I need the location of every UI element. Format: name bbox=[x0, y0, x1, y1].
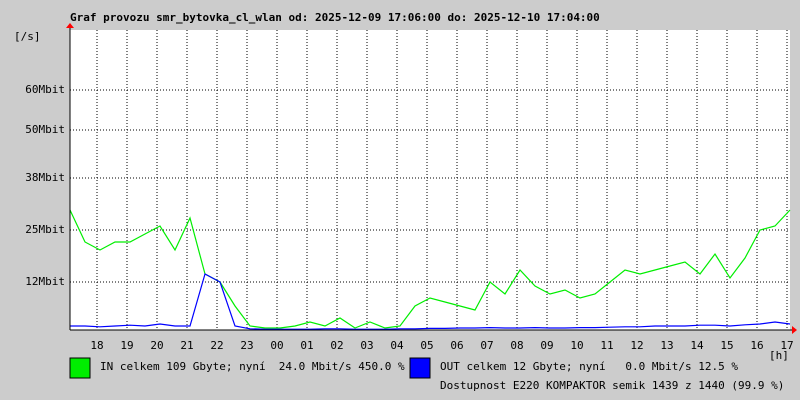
x-tick-label: 03 bbox=[360, 339, 373, 352]
x-tick-label: 12 bbox=[630, 339, 643, 352]
x-tick-label: 05 bbox=[420, 339, 433, 352]
y-tick-label: 50Mbit bbox=[25, 123, 65, 136]
x-tick-label: 11 bbox=[600, 339, 613, 352]
y-tick-label: 60Mbit bbox=[25, 83, 65, 96]
x-tick-label: 04 bbox=[390, 339, 404, 352]
legend-label: OUT celkem 12 Gbyte; nyní 0.0 Mbit/s 12.… bbox=[440, 360, 738, 373]
x-tick-label: 00 bbox=[270, 339, 283, 352]
x-tick-label: 13 bbox=[660, 339, 673, 352]
grid bbox=[70, 30, 790, 330]
x-tick-label: 17 bbox=[780, 339, 793, 352]
y-tick-label: 38Mbit bbox=[25, 171, 65, 184]
x-tick-label: 19 bbox=[120, 339, 133, 352]
x-tick-label: 07 bbox=[480, 339, 493, 352]
x-tick-label: 18 bbox=[90, 339, 103, 352]
plot-area bbox=[70, 30, 790, 330]
y-tick-label: 12Mbit bbox=[25, 275, 65, 288]
footnote: Dostupnost E220 KOMPAKTOR semik 1439 z 1… bbox=[440, 379, 784, 392]
legend-label: IN celkem 109 Gbyte; nyní 24.0 Mbit/s 45… bbox=[100, 360, 405, 373]
x-tick-label: 15 bbox=[720, 339, 733, 352]
x-tick-label: 01 bbox=[300, 339, 313, 352]
x-tick-label: 20 bbox=[150, 339, 163, 352]
y-arrow bbox=[66, 23, 74, 28]
x-tick-label: 09 bbox=[540, 339, 553, 352]
x-tick-label: 22 bbox=[210, 339, 223, 352]
legend-swatch bbox=[409, 357, 431, 379]
y-unit: [/s] bbox=[14, 30, 41, 43]
series-line bbox=[69, 209, 791, 329]
x-tick-label: 14 bbox=[690, 339, 704, 352]
lines bbox=[69, 209, 791, 330]
legend-swatch bbox=[69, 357, 91, 379]
chart-title: Graf provozu smr_bytovka_cl_wlan od: 202… bbox=[70, 11, 600, 24]
x-tick-label: 23 bbox=[240, 339, 253, 352]
x-tick-label: 10 bbox=[570, 339, 583, 352]
x-unit: [h] bbox=[769, 349, 789, 362]
series-line bbox=[70, 273, 791, 330]
y-tick-label: 25Mbit bbox=[25, 223, 65, 236]
x-tick-label: 08 bbox=[510, 339, 523, 352]
x-tick-label: 02 bbox=[330, 339, 343, 352]
x-tick-label: 21 bbox=[180, 339, 193, 352]
x-arrow bbox=[792, 326, 797, 334]
x-tick-label: 16 bbox=[750, 339, 763, 352]
x-tick-label: 06 bbox=[450, 339, 463, 352]
